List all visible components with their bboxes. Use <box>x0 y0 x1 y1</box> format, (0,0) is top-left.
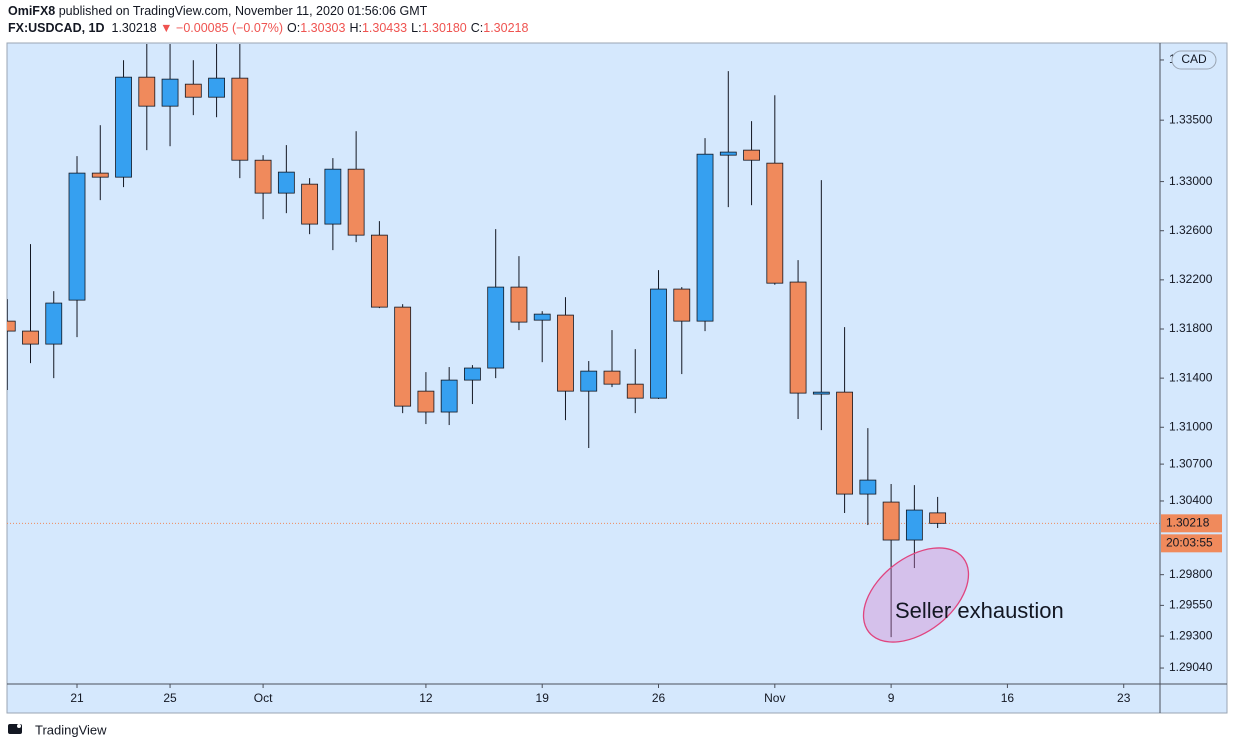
y-tick-label: 1.29040 <box>1169 660 1213 674</box>
y-tick-label: 1.31000 <box>1169 419 1213 433</box>
candle-body <box>277 171 295 194</box>
candle-body <box>789 281 807 394</box>
candle-body <box>370 234 388 308</box>
ohlc-value: 1.30218 <box>483 21 529 35</box>
candle-body <box>464 367 481 381</box>
y-tick-label: 1.30400 <box>1169 493 1213 507</box>
publish-line: OmiFX8 published on TradingView.com, Nov… <box>8 4 427 18</box>
x-tick-label: 21 <box>70 691 84 705</box>
candle-body <box>440 379 458 413</box>
candle-body <box>208 77 225 98</box>
candle-body <box>533 313 551 321</box>
candle-body <box>91 172 109 178</box>
candle-body <box>626 383 644 399</box>
footer: TradingView <box>35 722 107 737</box>
symbol: FX:USDCAD, 1D <box>8 21 105 35</box>
candle-body <box>347 168 365 236</box>
logo <box>8 724 22 734</box>
annotation: Seller exhaustion <box>895 598 1064 623</box>
candle-body <box>324 168 342 225</box>
highlight-ellipse <box>862 547 970 643</box>
candle-body <box>7 320 16 332</box>
countdown-box <box>1161 534 1222 553</box>
y-tick-label: 1.31800 <box>1169 321 1213 335</box>
countdown: 20:03:55 <box>1166 535 1213 549</box>
last-price-box <box>1161 514 1222 533</box>
candle-body <box>650 288 667 399</box>
x-tick-label: 23 <box>1117 691 1131 705</box>
last-price-label: 1.30218 <box>1166 515 1210 529</box>
candle-body <box>301 183 319 225</box>
x-tick-label: 12 <box>419 691 433 705</box>
change: ▼ −0.00085 (−0.07%) <box>160 21 284 35</box>
y-tick-label: 1.33500 <box>1169 112 1213 126</box>
published: published on TradingView.com, November 1… <box>58 4 428 18</box>
y-tick-label: 1.29300 <box>1169 628 1213 642</box>
candle-body <box>254 159 272 194</box>
candle-body <box>115 76 132 178</box>
candle-body <box>719 151 737 156</box>
y-tick-label: 1.29550 <box>1169 598 1213 612</box>
y-tick-label: 1.32200 <box>1169 272 1213 286</box>
publisher: OmiFX8 <box>8 4 56 18</box>
ohlc-label: L: <box>411 21 422 35</box>
candle-body <box>184 83 202 98</box>
x-tick-label: 26 <box>652 691 666 705</box>
x-tick-label: 9 <box>888 691 895 705</box>
x-tick-label: Nov <box>764 691 785 705</box>
candle-body <box>45 302 63 345</box>
candle-body <box>231 77 249 161</box>
candle-body <box>812 391 830 395</box>
candle-body <box>766 162 784 284</box>
y-tick-label: 1.31400 <box>1169 370 1213 384</box>
x-tick-label: 16 <box>1001 691 1015 705</box>
x-tick-label: 25 <box>163 691 177 705</box>
candle-body <box>673 288 691 322</box>
y-tick-label: 1.29800 <box>1169 567 1213 581</box>
legend-line: FX:USDCAD, 1D 1.30218 ▼ −0.00085 (−0.07%… <box>8 21 528 35</box>
currency: CAD <box>1181 52 1207 66</box>
candle-body <box>138 76 156 107</box>
y-tick-label: 1.30700 <box>1169 456 1213 470</box>
candle-body <box>859 479 877 495</box>
candle-body <box>557 314 574 392</box>
candle-body <box>417 390 435 413</box>
candle-body <box>580 370 598 392</box>
candle-body <box>394 306 412 407</box>
candle-body <box>743 149 760 161</box>
candle-body <box>905 509 923 541</box>
candle-body <box>836 391 853 495</box>
ohlc-value: 1.30180 <box>421 21 467 35</box>
last: 1.30218 <box>111 21 157 35</box>
candle-body <box>696 153 714 322</box>
candle-body <box>68 172 86 301</box>
candle-body <box>22 330 39 345</box>
x-tick-label: Oct <box>254 691 273 705</box>
y-tick-label: 1.33000 <box>1169 174 1213 188</box>
ohlc-label: H: <box>349 21 362 35</box>
ohlc-label: C: <box>470 21 484 35</box>
y-tick-label: 1.32600 <box>1169 223 1213 237</box>
candle-body <box>510 286 528 323</box>
candle-body <box>603 370 621 385</box>
candle-body <box>161 78 179 107</box>
candle-body <box>882 501 900 541</box>
currency-badge <box>1171 50 1217 70</box>
ohlc-label: O: <box>287 21 301 35</box>
x-tick-label: 19 <box>536 691 550 705</box>
ohlc-value: 1.30433 <box>361 21 408 35</box>
candle-body <box>487 286 505 369</box>
ohlc-value: 1.30303 <box>300 21 346 35</box>
candle-body <box>929 512 947 524</box>
